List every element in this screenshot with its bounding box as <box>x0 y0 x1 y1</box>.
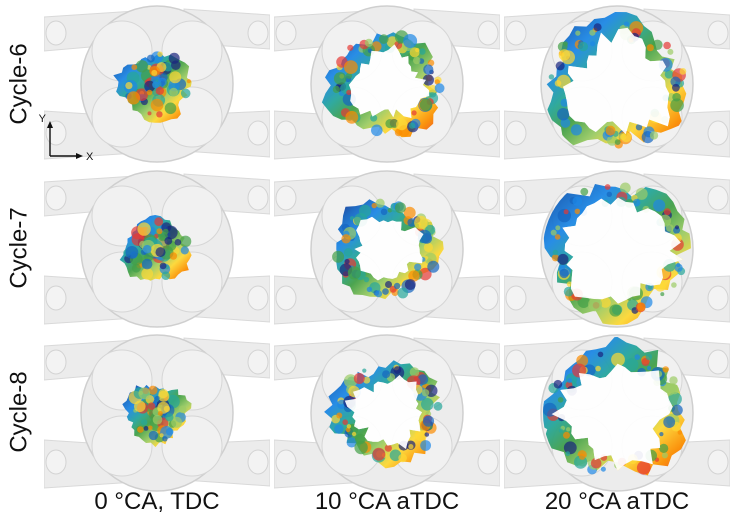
row-label-cycle-8: Cycle-8 <box>6 371 34 453</box>
column-label-10ca: 10 °CA aTDC <box>314 488 460 515</box>
axes-triad: Y X <box>36 112 96 164</box>
column-label-0ca: 0 °CA, TDC <box>94 488 220 515</box>
panel-cycle-6-0ca <box>44 3 270 165</box>
row-label-cycle-6: Cycle-6 <box>6 43 34 125</box>
panel-cycle-8-0ca <box>44 332 270 494</box>
column-label-20ca: 20 °CA aTDC <box>544 488 690 515</box>
panel-cycle-6-10ca <box>274 3 500 165</box>
panel-cycle-8-20ca <box>504 332 730 494</box>
panel-cycle-8-10ca <box>274 332 500 494</box>
x-axis-label: X <box>86 151 94 163</box>
panel-cycle-6-20ca <box>504 3 730 165</box>
y-axis-label: Y <box>39 113 47 125</box>
panel-cycle-7-20ca <box>504 168 730 330</box>
panel-cycle-7-10ca <box>274 168 500 330</box>
panel-cycle-7-0ca <box>44 168 270 330</box>
row-label-cycle-7: Cycle-7 <box>6 207 34 289</box>
